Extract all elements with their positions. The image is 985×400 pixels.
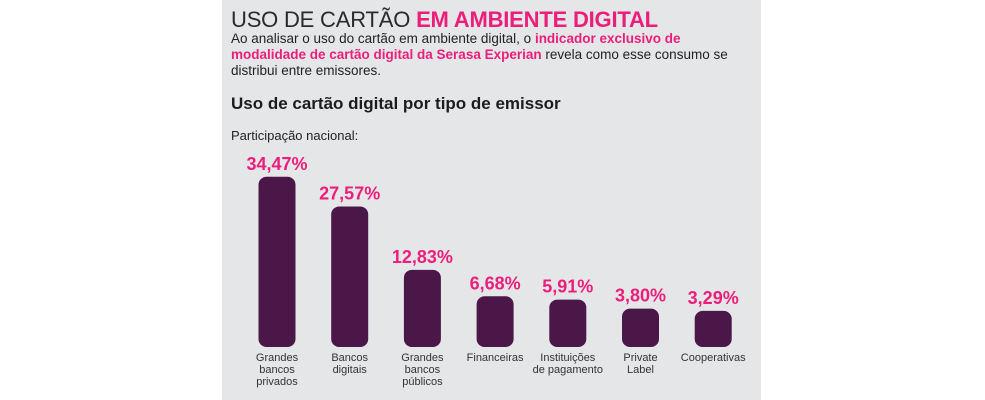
category-label-line: Label (627, 364, 654, 376)
category-label-line: digitais (333, 364, 368, 376)
category-label-line: privados (256, 376, 298, 388)
category-label-line: Financeiras (467, 352, 524, 364)
category-label-line: Grandes (401, 352, 444, 364)
bar (403, 269, 441, 347)
infographic-panel: USO DE CARTÃO EM AMBIENTE DIGITAL Ao ana… (222, 0, 761, 400)
category-label-line: públicos (402, 376, 443, 388)
category-label-line: Private (623, 352, 657, 364)
value-label: 3,80% (615, 286, 666, 306)
bar (622, 308, 659, 347)
title-light: USO DE CARTÃO (231, 7, 417, 32)
value-label: 34,47% (246, 154, 307, 174)
page-title: USO DE CARTÃO EM AMBIENTE DIGITAL (231, 8, 658, 32)
intro-part1: Ao analisar o uso do cartão em ambiente … (231, 31, 535, 46)
category-label: Instituições de pagamento (533, 352, 603, 376)
category-label: Financeiras (467, 352, 524, 364)
category-label: Private Label (623, 352, 657, 376)
category-label: Grandes bancos privados (256, 352, 299, 388)
category-label: Grandes bancos públicos (401, 352, 444, 388)
value-label: 6,68% (470, 273, 521, 293)
bar (549, 299, 587, 347)
intro-part2: revela como esse consumo se distribui en… (231, 47, 728, 78)
category-label-line: de pagamento (533, 364, 603, 376)
category-label: Cooperativas (681, 352, 746, 364)
category-label-line: bancos (405, 364, 441, 376)
category-label-line: Cooperativas (681, 352, 746, 364)
category-label: Bancos digitais (331, 352, 368, 376)
category-label-line: Instituições (540, 352, 596, 364)
title-accent: EM AMBIENTE DIGITAL (416, 7, 658, 32)
bar (258, 176, 296, 347)
bar (331, 206, 369, 347)
value-label: 3,29% (688, 288, 739, 308)
intro-text: Ao analisar o uso do cartão em ambiente … (231, 31, 751, 79)
chart-subtitle: Participação nacional: (231, 128, 359, 143)
bar (694, 310, 732, 347)
value-label: 12,83% (392, 247, 453, 267)
value-label: 5,91% (542, 277, 593, 297)
category-label-line: Grandes (256, 352, 299, 364)
bar (476, 296, 514, 347)
category-label-line: Bancos (331, 352, 368, 364)
intro-highlight: indicador exclusivo de modalidade de car… (231, 31, 681, 62)
category-label-line: bancos (259, 364, 295, 376)
chart-title: Uso de cartão digital por tipo de emisso… (231, 94, 561, 113)
value-label: 27,57% (319, 183, 380, 203)
